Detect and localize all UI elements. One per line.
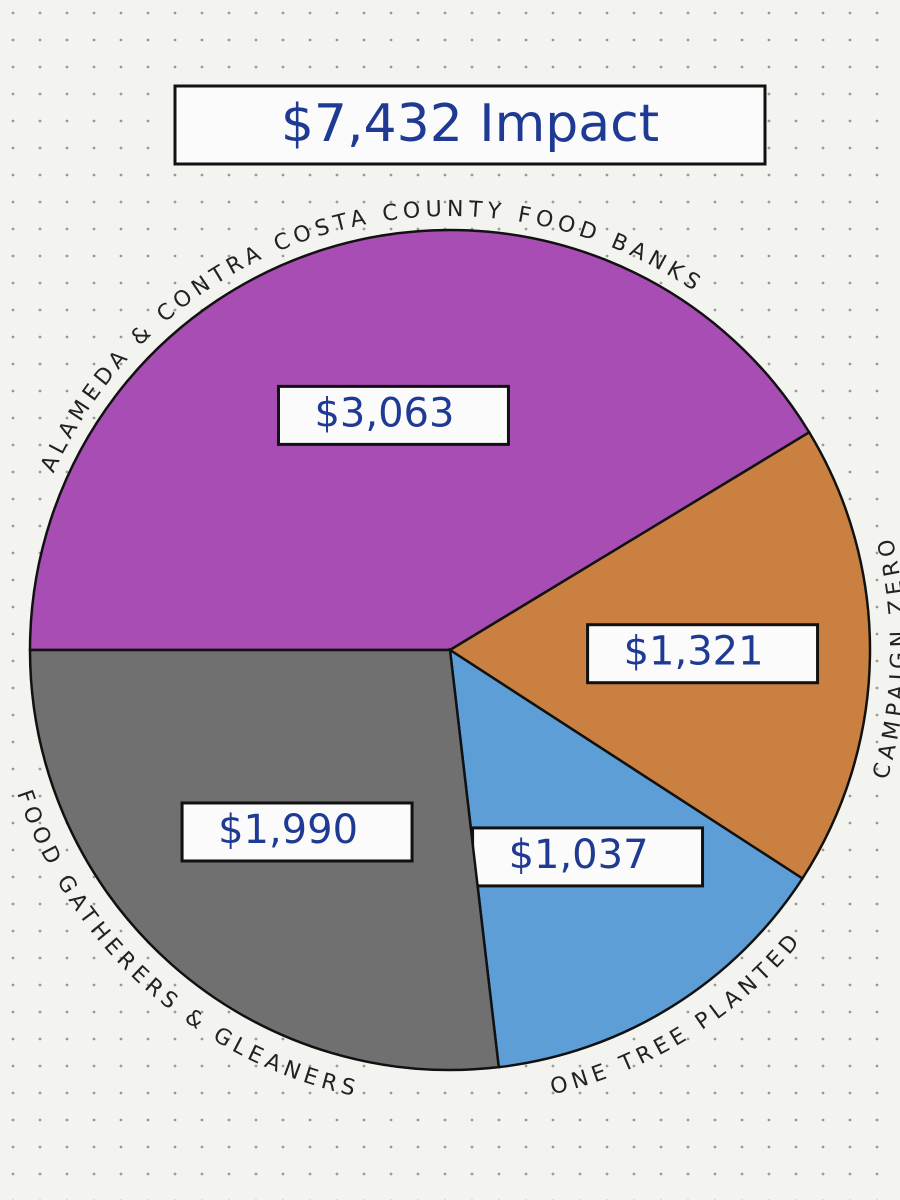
value-label-box [276, 384, 510, 446]
value-label: $1,037 [509, 832, 649, 878]
value-label: $3,063 [314, 390, 454, 436]
value-label-box [586, 623, 820, 685]
value-label-box [471, 826, 705, 888]
chart-title: $7,432 Impact [281, 94, 659, 154]
value-label: $1,990 [218, 807, 358, 853]
value-label: $1,321 [624, 629, 764, 675]
title-box [173, 84, 767, 166]
value-label-box [180, 801, 414, 863]
